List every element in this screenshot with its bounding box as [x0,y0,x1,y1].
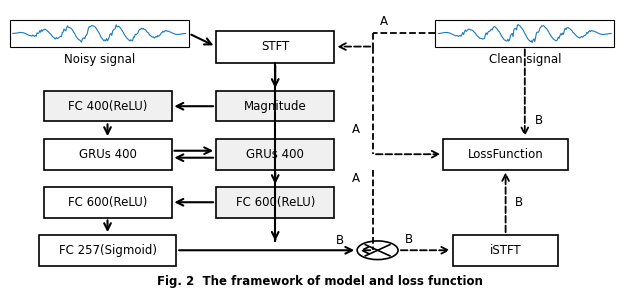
Text: GRUs 400: GRUs 400 [79,148,136,161]
FancyBboxPatch shape [453,235,559,265]
FancyBboxPatch shape [216,31,334,63]
FancyBboxPatch shape [44,187,172,218]
FancyBboxPatch shape [44,139,172,169]
FancyBboxPatch shape [216,187,334,218]
Text: FC 257(Sigmoid): FC 257(Sigmoid) [58,244,157,257]
FancyBboxPatch shape [216,91,334,122]
FancyBboxPatch shape [443,139,568,169]
Text: Fig. 2  The framework of model and loss function: Fig. 2 The framework of model and loss f… [157,275,483,288]
Text: Noisy signal: Noisy signal [63,53,135,66]
Text: STFT: STFT [261,40,289,53]
Text: A: A [352,172,360,185]
Text: Clean signal: Clean signal [488,53,561,66]
Text: FC 400(ReLU): FC 400(ReLU) [68,100,147,113]
FancyBboxPatch shape [39,235,177,265]
FancyBboxPatch shape [10,20,189,47]
Text: LossFunction: LossFunction [468,148,543,161]
Text: B: B [534,114,543,127]
FancyBboxPatch shape [216,139,334,169]
FancyBboxPatch shape [435,20,614,47]
Text: FC 600(ReLU): FC 600(ReLU) [236,196,315,209]
Text: B: B [336,234,344,247]
Text: iSTFT: iSTFT [490,244,522,257]
Text: B: B [404,233,413,246]
Text: A: A [352,123,360,136]
Text: FC 600(ReLU): FC 600(ReLU) [68,196,147,209]
Text: Magnitude: Magnitude [244,100,307,113]
Circle shape [357,241,398,260]
Text: GRUs 400: GRUs 400 [246,148,304,161]
FancyBboxPatch shape [44,91,172,122]
Text: B: B [515,196,524,209]
Text: A: A [380,15,388,28]
